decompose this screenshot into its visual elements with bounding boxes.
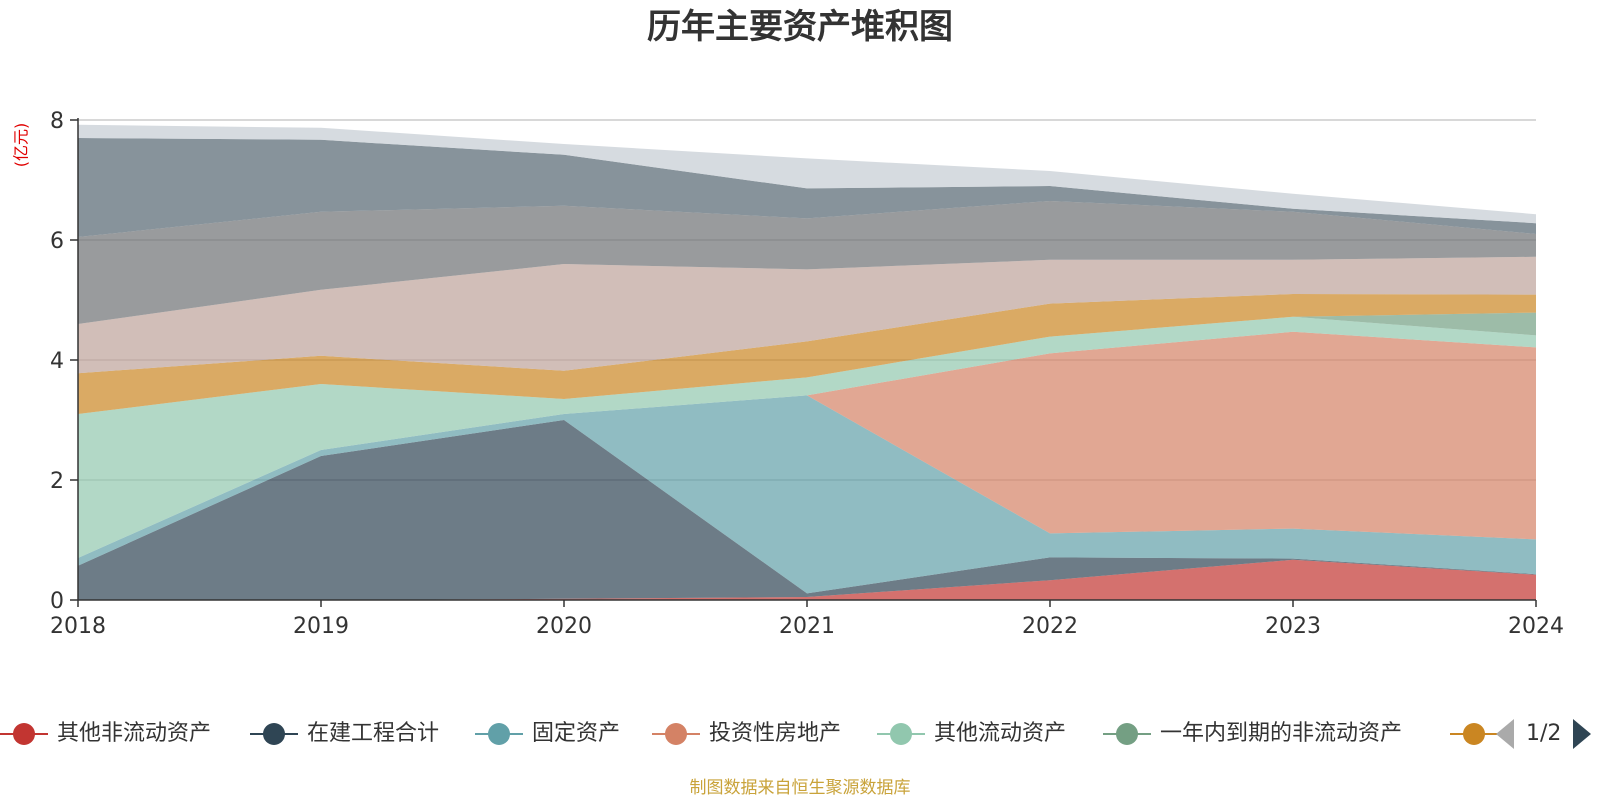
x-tick-label: 2020 [536,614,592,639]
legend-marker [250,716,298,752]
y-tick-label: 6 [50,229,64,254]
y-tick-label: 8 [50,109,64,134]
legend-label: 其他流动资产 [934,721,1067,746]
area-series-10 [78,138,1536,237]
legend-marker [1103,716,1151,752]
area-series-4 [78,331,1536,558]
legend-marker [1450,716,1498,752]
legend-page-indicator: 1/2 [1526,721,1562,746]
legend-item[interactable]: 在建工程合计 [250,716,439,752]
area-series-1 [78,559,1536,600]
legend-marker [877,716,925,752]
x-tick-label: 2023 [1265,614,1321,639]
legend-pager: 1/2 [1496,716,1592,752]
legend: 其他非流动资产 在建工程合计 固定资产 投资性房地产 其他流动资产 一年内到期的非流动资产 [0,716,1600,752]
x-tick-label: 2021 [779,614,835,639]
legend-prev-page-button[interactable] [1496,719,1514,749]
legend-item[interactable] [1450,716,1498,752]
area-series [78,124,1536,600]
y-tick-label: 0 [50,589,64,614]
area-series-3 [78,395,1536,594]
legend-marker [475,716,523,752]
legend-label: 一年内到期的非流动资产 [1160,721,1403,746]
x-tick-label: 2022 [1022,614,1078,639]
area-series-8 [78,256,1536,374]
legend-item[interactable]: 其他非流动资产 [0,716,211,752]
axes: 0 2 4 6 8 2018 2019 2020 2021 2022 2023 2024 [50,109,1564,639]
legend-label: 固定资产 [532,721,621,746]
area-series-9 [78,201,1536,324]
legend-label: 其他非流动资产 [57,721,212,746]
area-series-5 [78,316,1536,558]
x-tick-label: 2024 [1508,614,1564,639]
area-series-6 [78,312,1536,414]
area-series-2 [78,420,1536,600]
legend-item[interactable]: 其他流动资产 [877,716,1066,752]
x-tick-label: 2019 [293,614,349,639]
legend-label: 投资性房地产 [709,721,842,746]
source-note: 制图数据来自恒生聚源数据库 [689,778,911,798]
area-series-11 [78,124,1536,224]
chart-title: 历年主要资产堆积图 [647,7,953,47]
y-tick-label: 4 [50,349,64,374]
legend-next-page-button[interactable] [1573,719,1592,749]
legend-item[interactable]: 固定资产 [475,716,620,752]
legend-label: 在建工程合计 [307,721,440,746]
legend-marker [652,716,700,752]
y-tick-label: 2 [50,469,64,494]
legend-item[interactable]: 投资性房地产 [652,716,841,752]
legend-item[interactable]: 一年内到期的非流动资产 [1103,716,1402,752]
legend-marker [0,716,48,752]
y-axis-unit-label: (亿元) [12,123,31,168]
x-tick-label: 2018 [50,614,106,639]
area-series-7 [78,294,1536,414]
